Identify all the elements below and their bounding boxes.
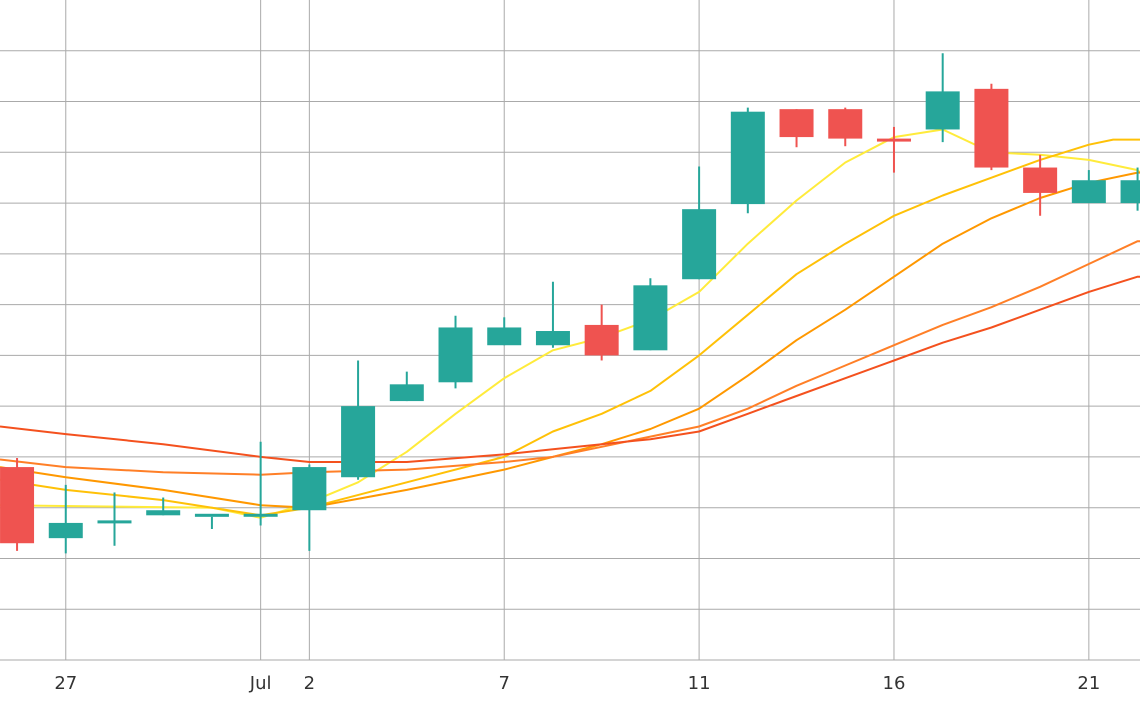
horizontal-gridlines [0, 50, 1140, 661]
candle-body [925, 91, 960, 130]
candle-body [243, 513, 278, 517]
x-tick-label: Jul [249, 673, 272, 694]
x-tick-label: 2 [304, 673, 315, 694]
candle-body [828, 109, 863, 139]
x-tick-label: 16 [883, 673, 906, 694]
candle-body [97, 520, 132, 524]
x-axis-tick-labels: 27 Jul 2 7 11 16 21 [54, 673, 1100, 694]
candle-body [633, 285, 668, 351]
candle-body [0, 467, 35, 544]
candle-body [730, 111, 765, 205]
candle-body [487, 327, 522, 346]
candle-body [146, 510, 181, 516]
moving-average-line [0, 128, 1140, 519]
candle-body [438, 327, 473, 383]
candle-body [682, 209, 717, 280]
x-tick-label: 11 [688, 673, 711, 694]
moving-average-line [0, 171, 1140, 509]
moving-average-line [0, 240, 1140, 476]
vertical-gridlines [65, 0, 1090, 660]
candle-body [584, 324, 619, 356]
candle-body [1071, 180, 1106, 204]
moving-average-line [0, 138, 1140, 517]
moving-average-line [0, 275, 1140, 463]
candle-body [974, 88, 1009, 168]
candle-body [194, 513, 229, 517]
candle-body [1023, 167, 1058, 193]
x-tick-label: 21 [1077, 673, 1100, 694]
candles [0, 53, 1140, 554]
candle-body [292, 467, 327, 511]
x-tick-label: 7 [499, 673, 510, 694]
moving-average-lines [0, 128, 1140, 519]
candle-body [389, 384, 424, 402]
candle-body [1120, 180, 1140, 204]
candle-body [535, 331, 570, 346]
candle-body [48, 522, 83, 539]
candle-body [779, 109, 814, 138]
candle-body [341, 406, 376, 478]
candle-body [876, 138, 911, 142]
x-tick-label: 27 [54, 673, 77, 694]
